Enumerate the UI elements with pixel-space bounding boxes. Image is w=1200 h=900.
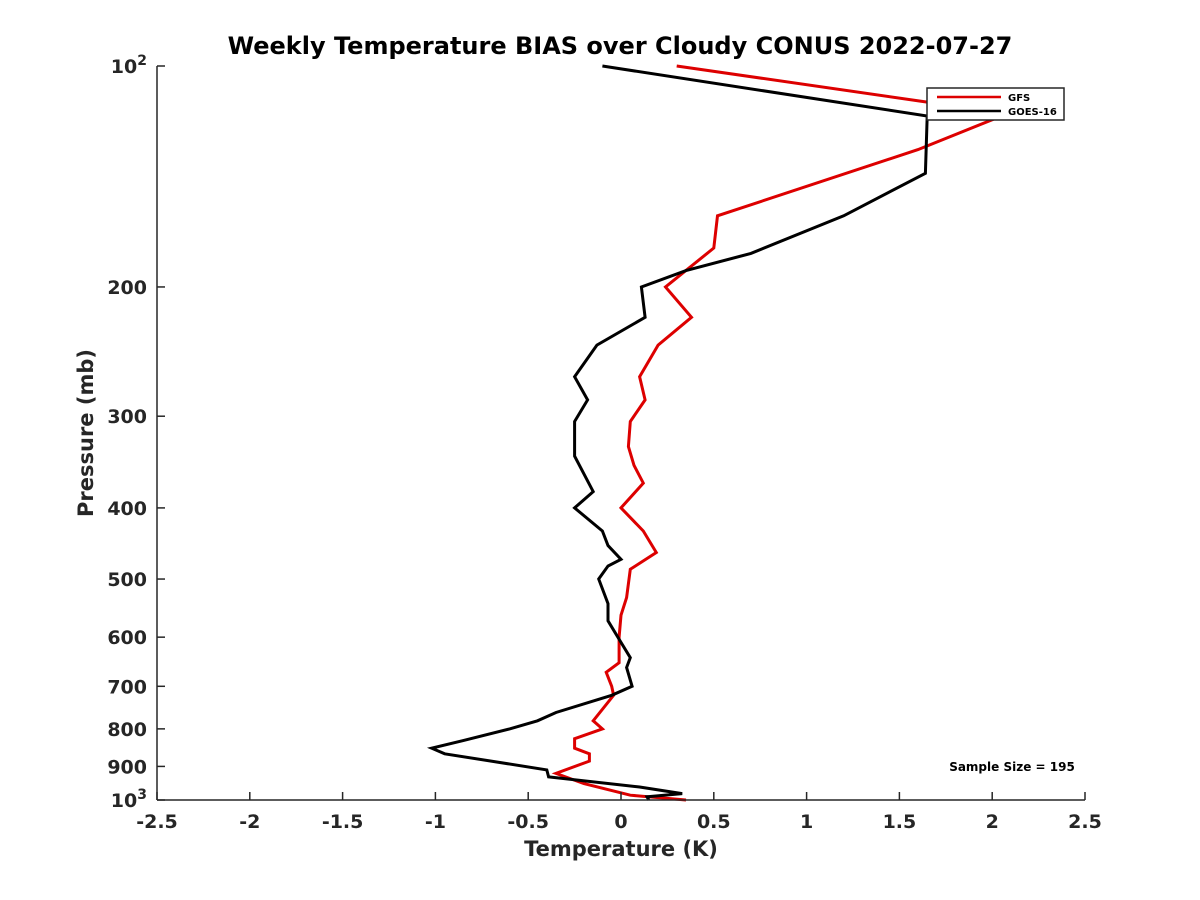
x-tick-label: 0.5 xyxy=(697,811,731,833)
y-tick-label: 200 xyxy=(107,277,147,299)
legend: GFS GOES-16 xyxy=(926,87,1065,121)
y-tick-label: 300 xyxy=(107,406,147,428)
series-line-gfs xyxy=(551,64,1007,802)
x-tick-label: -0.5 xyxy=(507,811,549,833)
y-axis-title: Pressure (mb) xyxy=(74,349,98,517)
x-tick-label: 2.5 xyxy=(1068,811,1102,833)
x-tick-label: 1.5 xyxy=(883,811,917,833)
chart-title: Weekly Temperature BIAS over Cloudy CONU… xyxy=(228,32,1013,60)
x-tick-label: 0 xyxy=(614,811,627,833)
y-tick-label: 500 xyxy=(107,569,147,591)
y-tick-label: 700 xyxy=(107,676,147,698)
x-tick-label: 2 xyxy=(986,811,999,833)
y-tick-label: 103 xyxy=(111,787,147,812)
x-tick-label: -2.5 xyxy=(136,811,178,833)
x-tick-label: -1 xyxy=(425,811,446,833)
x-tick-label: -2 xyxy=(239,811,260,833)
y-tick-label: 800 xyxy=(107,719,147,741)
y-tick-label: 900 xyxy=(107,756,147,778)
y-axis-ticks: 102 200 300 400 500 600 700 800 900 103 xyxy=(107,53,165,812)
x-tick-label: -1.5 xyxy=(322,811,364,833)
series-layer xyxy=(426,64,1007,802)
y-tick-label: 102 xyxy=(111,53,147,78)
legend-label-gfs: GFS xyxy=(1008,93,1030,104)
x-tick-label: 1 xyxy=(800,811,813,833)
series-line-goes16 xyxy=(426,64,929,801)
y-tick-label: 400 xyxy=(107,498,147,520)
legend-label-goes16: GOES-16 xyxy=(1008,107,1057,118)
sample-size-annotation: Sample Size = 195 xyxy=(949,760,1075,774)
y-tick-label: 600 xyxy=(107,627,147,649)
x-axis-ticks: -2.5 -2 -1.5 -1 -0.5 0 0.5 1 1.5 2 2.5 xyxy=(136,792,1102,833)
legend-box xyxy=(926,87,1065,121)
x-axis-title: Temperature (K) xyxy=(524,837,718,861)
